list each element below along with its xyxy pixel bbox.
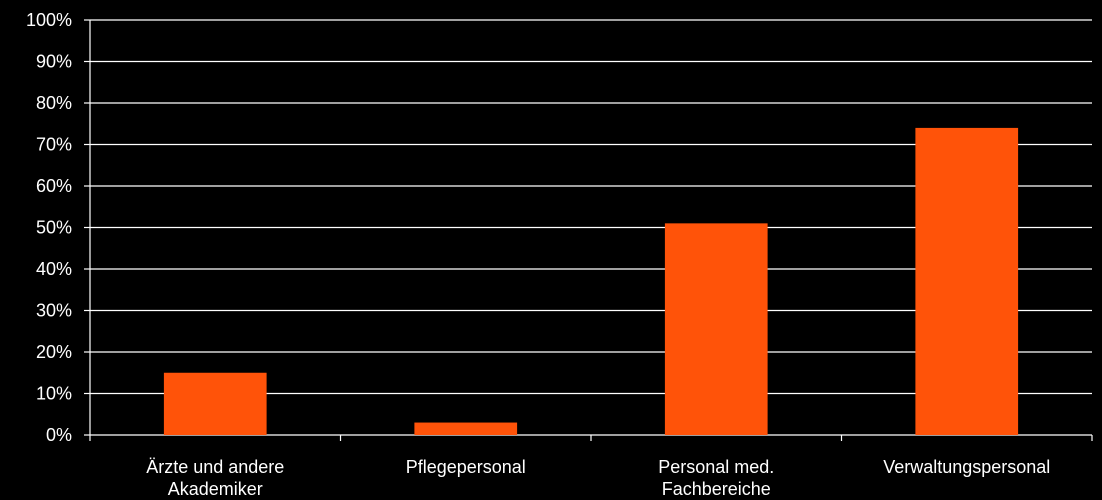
x-category-label-line: Verwaltungspersonal bbox=[883, 457, 1050, 477]
y-tick-label: 90% bbox=[36, 52, 72, 72]
x-category-label-line: Fachbereiche bbox=[662, 479, 771, 499]
y-tick-label: 80% bbox=[36, 93, 72, 113]
y-tick-label: 10% bbox=[36, 384, 72, 404]
bar bbox=[915, 127, 1019, 436]
x-category-label: Ärzte und andere Akademiker bbox=[146, 457, 284, 499]
x-category-label-line: Akademiker bbox=[168, 479, 263, 499]
x-category-label-line: Ärzte und andere bbox=[146, 457, 284, 477]
y-tick-label: 30% bbox=[36, 301, 72, 321]
x-category-label: Personal med. Fachbereiche bbox=[658, 457, 774, 499]
gridlines bbox=[90, 19, 1092, 395]
y-tick-label: 50% bbox=[36, 218, 72, 238]
y-tick-label: 0% bbox=[46, 425, 72, 445]
x-category-label: Verwaltungspersonal bbox=[883, 457, 1050, 477]
y-tick-label: 70% bbox=[36, 135, 72, 155]
y-tick-label: 60% bbox=[36, 176, 72, 196]
bar bbox=[664, 223, 768, 435]
x-category-label-line: Personal med. bbox=[658, 457, 774, 477]
x-category-label: Pflegepersonal bbox=[406, 457, 526, 477]
x-axis-category-labels: Ärzte und andere Akademiker Pflegepersonal… bbox=[146, 457, 1050, 499]
y-tick-label: 100% bbox=[26, 10, 72, 30]
y-tick-label: 40% bbox=[36, 259, 72, 279]
bars bbox=[163, 127, 1019, 436]
y-axis-tick-labels: 0% 10% 20% 30% 40% 50% 60% 70% 80% 90% 100% bbox=[26, 10, 72, 445]
bar bbox=[163, 372, 267, 435]
y-tick-label: 20% bbox=[36, 342, 72, 362]
bar bbox=[414, 422, 518, 435]
x-category-label-line: Pflegepersonal bbox=[406, 457, 526, 477]
